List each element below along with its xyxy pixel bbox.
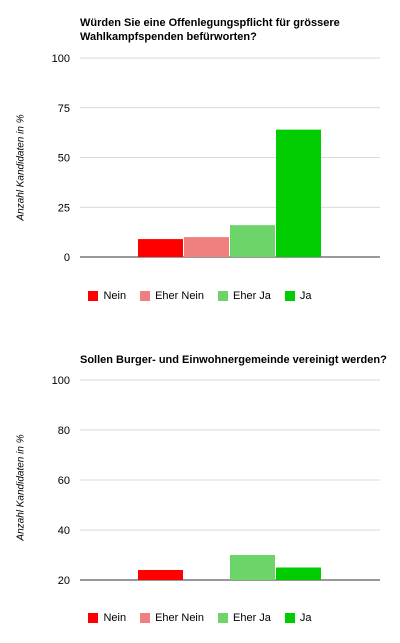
legend-label: Nein [103, 290, 127, 302]
y-tick-label: 40 [58, 525, 70, 537]
legend-swatch [284, 613, 295, 623]
chart-title: Sollen Burger- und Einwohnergemeinde ver… [80, 354, 387, 366]
bar-eher-ja [230, 225, 275, 257]
chart-plot-area: 100 80 60 40 20 [52, 375, 380, 587]
legend-swatch [140, 613, 151, 623]
legend-swatch [88, 613, 99, 623]
y-tick-label: 100 [52, 375, 70, 387]
legend-item: Eher Nein [140, 290, 204, 302]
y-tick-label: 60 [58, 475, 70, 487]
y-tick-label: 100 [52, 53, 70, 65]
y-tick-label: 50 [58, 153, 70, 165]
legend-label: Ja [299, 290, 312, 302]
bar-nein [138, 239, 183, 257]
chart-panel-offenlegung: Würden Sie eine Offenlegungspflicht für … [0, 0, 400, 320]
y-tick-label: 25 [58, 202, 70, 214]
chart-legend: Nein Eher Nein Eher Ja Ja [0, 612, 400, 624]
bar-ja [276, 567, 321, 580]
y-tick-label: 80 [58, 425, 70, 437]
legend-item: Eher Ja [218, 290, 271, 302]
y-tick-label: 75 [58, 103, 70, 115]
legend-swatch [218, 613, 228, 623]
chart-panel-gemeinde: Sollen Burger- und Einwohnergemeinde ver… [0, 340, 400, 643]
legend-label: Eher Nein [155, 290, 204, 302]
legend-item: Ja [284, 612, 312, 624]
legend-label: Nein [103, 612, 127, 624]
bar-eher-ja [230, 555, 275, 580]
legend-item: Nein [88, 290, 126, 302]
legend-swatch [284, 291, 295, 301]
legend-label: Ja [299, 612, 312, 624]
chart-title: Würden Sie eine Offenlegungspflicht für … [80, 17, 340, 43]
legend-item: Eher Nein [140, 612, 204, 624]
legend-swatch [218, 291, 228, 301]
chart-plot-area: 100 75 50 25 0 [52, 53, 380, 264]
legend-label: Eher Ja [233, 290, 271, 302]
legend-swatch [88, 291, 99, 301]
legend-label: Eher Ja [233, 612, 271, 624]
legend-item: Ja [284, 290, 312, 302]
bar-nein [138, 570, 183, 580]
legend-item: Nein [88, 612, 126, 624]
bar-eher-nein [184, 237, 229, 257]
legend-label: Eher Nein [155, 612, 204, 624]
legend-swatch [140, 291, 151, 301]
y-tick-label: 20 [58, 575, 70, 587]
chart-legend: Nein Eher Nein Eher Ja Ja [0, 290, 400, 302]
legend-item: Eher Ja [218, 612, 271, 624]
y-tick-label: 0 [64, 252, 70, 264]
bar-ja [276, 129, 321, 257]
